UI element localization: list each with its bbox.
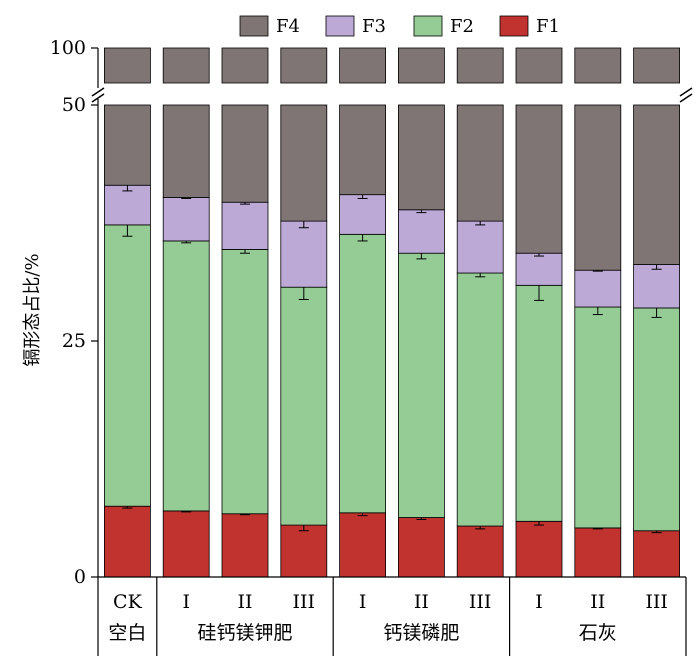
bar-f2-9 [633,307,680,532]
bar-f2-4 [339,233,387,514]
x-category-label-7: I [535,591,543,613]
axis-break-mark-left-b [91,93,105,103]
x-group-label-3: 石灰 [579,622,617,644]
x-category-label-0: CK [113,591,143,613]
x-category-label-9: III [645,591,668,613]
bar-f4-2 [221,104,269,203]
bar-f4-4 [339,104,387,196]
y-tick-label-0: 0 [74,566,86,588]
bar-f3-7 [515,252,563,286]
legend-label-f4: F4 [276,16,300,37]
bar-f3-1 [162,197,210,242]
legend-label-f2: F2 [450,16,474,37]
axis-break-mark-right-a [679,87,693,97]
x-category-label-6: III [469,591,492,613]
legend-swatch-f4 [239,15,269,37]
bar-f1-6 [456,525,504,578]
bar-f3-0 [104,184,151,226]
bar-f4-0 [104,104,151,186]
bar-f3-9 [633,264,680,309]
bar-f2-3 [280,286,328,526]
x-category-label-5: II [414,591,429,613]
bars [104,104,680,578]
upper-bar-f4-8 [574,47,622,84]
bar-f3-4 [339,194,387,235]
bar-f4-8 [574,104,622,271]
bar-f1-5 [397,517,445,578]
x-group-label-0: 空白 [108,622,146,644]
upper-panel-axis-break [104,47,680,84]
y-tick-label-100: 100 [50,37,86,59]
bar-f3-2 [221,201,269,250]
x-group-label-1: 硅钙镁钾肥 [197,622,292,644]
bar-f3-5 [397,209,445,254]
bar-f3-8 [574,269,622,308]
bar-f1-1 [162,510,210,578]
upper-bar-f4-0 [104,47,151,84]
bar-f4-5 [397,104,445,211]
upper-bar-f4-5 [397,47,445,84]
x-category-label-2: II [237,591,252,613]
upper-bar-f4-9 [633,47,680,84]
bar-f1-9 [633,530,680,578]
upper-bar-f4-1 [162,47,210,84]
x-category-label-4: I [359,591,367,613]
bar-f1-7 [515,520,563,578]
bar-f2-2 [221,249,269,515]
axes: 0 25 50 100 [50,37,693,588]
bar-f2-1 [162,240,210,512]
y-tick-label-50: 50 [62,94,86,116]
x-category-label-8: II [590,591,605,613]
legend-label-f1: F1 [536,16,560,37]
y-tick-label-25: 25 [62,330,86,352]
bar-f2-0 [104,224,151,507]
bar-f4-6 [456,104,504,222]
bar-f2-8 [574,306,622,529]
bar-f4-9 [633,104,680,265]
x-group-label-2: 钙镁磷肥 [383,622,459,644]
axis-break-mark-right-b [679,93,693,103]
legend-swatch-f3 [325,15,355,37]
upper-bar-f4-4 [339,47,387,84]
axis-break-mark-left-a [91,87,105,97]
legend-swatch-f1 [499,15,529,37]
legend: F4 F3 F2 F1 [239,15,560,37]
upper-bar-f4-2 [221,47,269,84]
bar-f1-2 [221,513,269,578]
upper-bar-f4-3 [280,47,328,84]
bar-f3-3 [280,220,328,288]
bar-f1-8 [574,527,622,578]
x-category-label-3: III [293,591,316,613]
bar-f3-6 [456,220,504,274]
y-axis-title: 镉形态占比/% [22,253,43,366]
legend-label-f3: F3 [362,16,386,37]
x-category-label-1: I [182,591,190,613]
bar-f1-0 [104,505,151,578]
bar-f2-6 [456,272,504,527]
upper-bar-f4-7 [515,47,563,84]
bar-f4-7 [515,104,563,254]
bar-f2-5 [397,252,445,518]
bar-f1-4 [339,512,387,578]
bar-f4-1 [162,104,210,198]
upper-bar-f4-6 [456,47,504,84]
bar-f2-7 [515,284,563,522]
bar-f1-3 [280,524,328,578]
bar-f4-3 [280,104,328,222]
legend-swatch-f2 [413,15,443,37]
